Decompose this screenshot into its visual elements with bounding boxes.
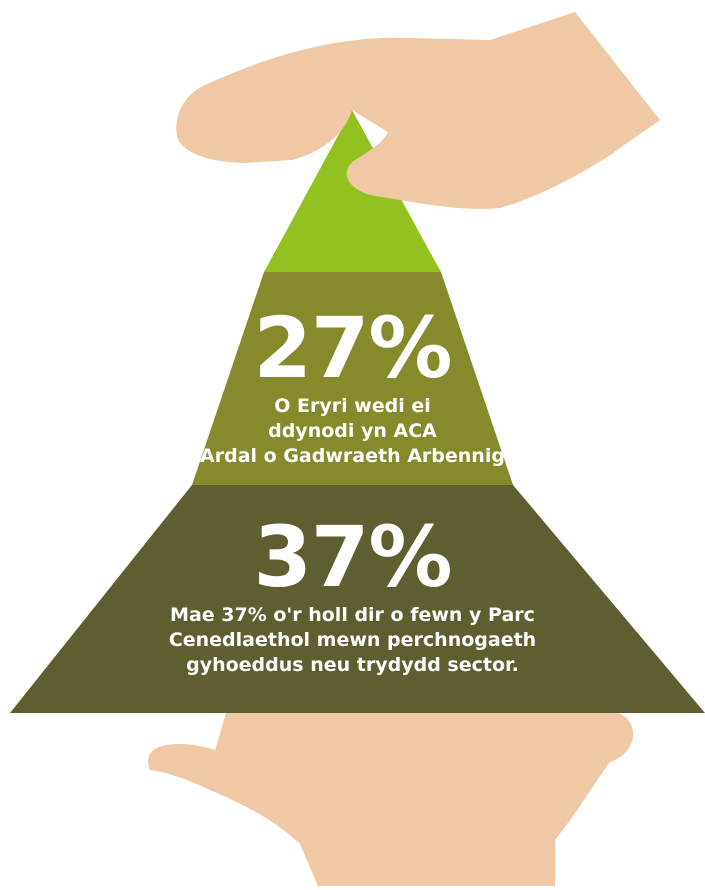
- base-stat: 37%: [253, 508, 452, 606]
- base-caption-line: gyhoeddus neu trydydd sector.: [186, 654, 519, 676]
- base-caption: Mae 37% o'r holl dir o fewn y Parc Cened…: [0, 603, 705, 678]
- pyramid-base-layer: [10, 485, 705, 713]
- base-caption-line: Cenedlaethol mewn perchnogaeth: [168, 629, 537, 651]
- pyramid-apex-layer: [264, 110, 441, 272]
- middle-caption: O Eryri wedi ei ddynodi yn ACA (Ardal o …: [0, 394, 705, 469]
- middle-stat: 27%: [253, 299, 452, 397]
- top-hand-icon: [176, 12, 661, 209]
- bottom-hand-icon: [148, 693, 634, 886]
- middle-caption-line: O Eryri wedi ei: [274, 395, 431, 417]
- pyramid-middle-layer: [192, 272, 513, 485]
- middle-caption-line: (Ardal o Gadwraeth Arbennig): [191, 445, 514, 467]
- base-caption-line: Mae 37% o'r holl dir o fewn y Parc: [170, 604, 535, 626]
- middle-caption-line: ddynodi yn ACA: [268, 420, 437, 442]
